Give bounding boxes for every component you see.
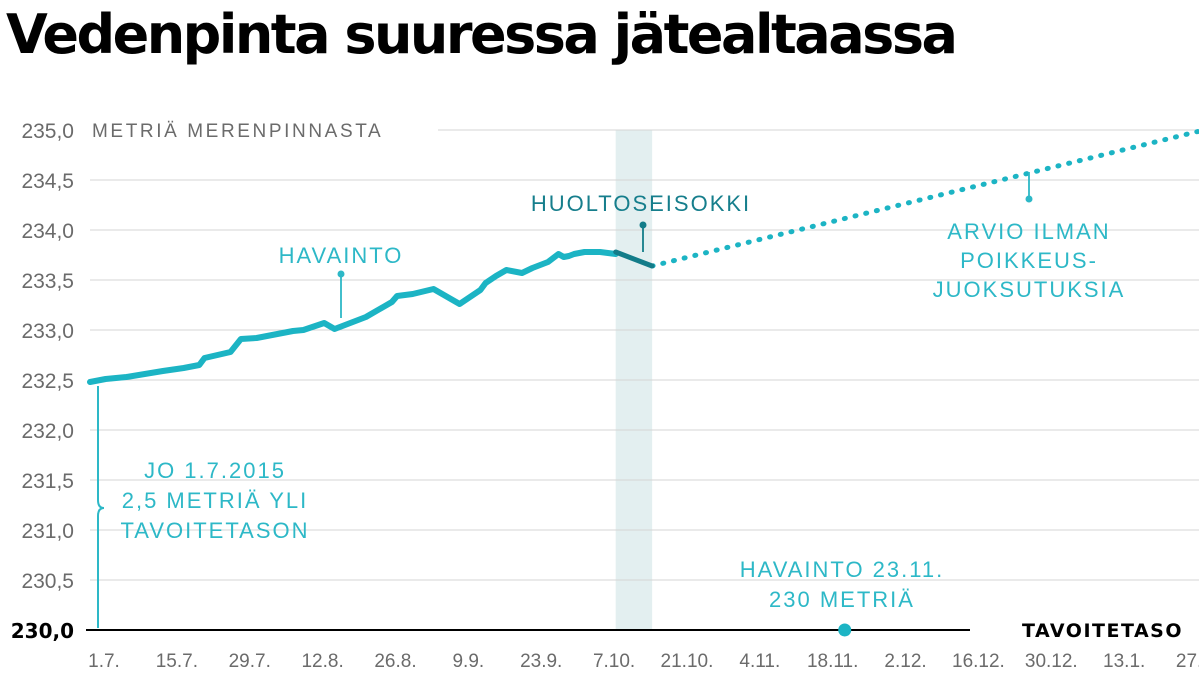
x-tick-label: 29.7. [229,651,271,672]
target-level-label: TAVOITETASO [1022,620,1183,642]
y-tick-label: 234,0 [21,220,74,243]
x-tick-label: 12.8. [301,651,343,672]
annotation-arvio-line: POIKKEUS- [960,248,1098,273]
y-tick-label: 234,5 [21,170,74,193]
x-tick-label: 16.12. [952,651,1005,672]
annotation-huoltoseisokki: HUOLTOSEISOKKI [531,191,751,216]
x-tick-label: 23.9. [520,651,562,672]
x-tick-label: 2.12. [884,651,926,672]
y-tick-label: 231,5 [21,470,74,493]
x-tick-label: 1.7. [88,651,120,672]
annotation-end-note-line: 230 METRIÄ [769,587,915,612]
x-tick-label: 9.9. [452,651,484,672]
y-axis-label: METRIÄ MERENPINNASTA [92,121,383,142]
annotation-dot [1025,195,1033,203]
x-tick-label: 7.10. [593,651,635,672]
annotation-start-note-line: JO 1.7.2015 [144,458,286,483]
series-line-estimate [649,128,1199,269]
x-tick-label: 15.7. [156,651,198,672]
y-tick-label: 235,0 [21,120,74,143]
y-tick-label: 230,0 [11,619,74,643]
x-tick-label: 27.1. [1176,651,1199,672]
x-tick-label: 30.12. [1025,651,1078,672]
annotation-havainto: HAVAINTO [279,243,404,268]
x-tick-label: 21.10. [661,651,714,672]
annotation-arvio-line: JUOKSUTUKSIA [933,277,1126,302]
annotation-brace [97,386,105,628]
annotation-start-note-line: 2,5 METRIÄ YLI [122,488,309,513]
annotation-start-note-line: TAVOITETASON [120,518,309,543]
x-tick-label: 4.11. [739,651,780,672]
y-tick-label: 233,5 [21,270,74,293]
annotation-arvio-line: ARVIO ILMAN [947,219,1110,244]
series-line-maintenance [613,249,655,269]
observation-point-23-11 [838,623,852,637]
y-tick-label: 232,0 [21,420,74,443]
x-tick-label: 13.1. [1103,651,1145,672]
y-tick-label: 230,5 [21,570,74,593]
annotation-end-note-line: HAVAINTO 23.11. [740,557,944,582]
chart-title: Vedenpinta suuressa jätealtaassa [6,3,958,66]
series-line-observed [87,249,619,385]
x-tick-label: 18.11. [807,651,858,672]
annotation-dot [337,270,345,278]
y-tick-label: 231,0 [21,520,74,543]
y-tick-label: 233,0 [21,320,74,343]
y-tick-label: 232,5 [21,370,74,393]
x-tick-label: 26.8. [374,651,416,672]
annotation-dot [639,221,647,229]
